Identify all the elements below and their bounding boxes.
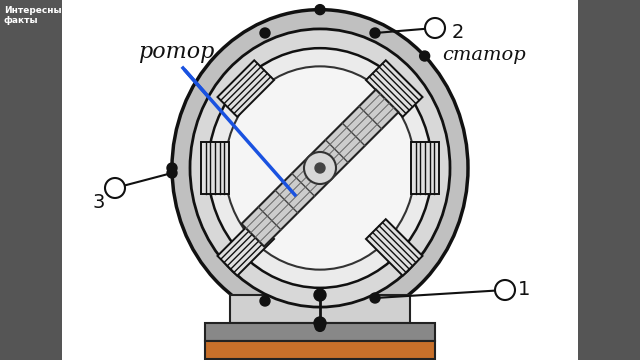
Circle shape	[314, 317, 326, 329]
Polygon shape	[411, 142, 439, 194]
Circle shape	[167, 168, 177, 178]
Polygon shape	[218, 219, 274, 276]
Polygon shape	[201, 142, 229, 194]
Circle shape	[260, 296, 270, 306]
Circle shape	[314, 289, 326, 301]
Bar	[205, 323, 435, 341]
Polygon shape	[366, 60, 422, 117]
Bar	[0, 0, 62, 360]
Text: 1: 1	[518, 280, 531, 299]
Circle shape	[105, 178, 125, 198]
Polygon shape	[218, 60, 274, 117]
Circle shape	[315, 321, 325, 331]
Polygon shape	[366, 219, 422, 276]
Text: статор: статор	[442, 46, 525, 64]
Circle shape	[370, 28, 380, 38]
Circle shape	[370, 293, 380, 303]
Circle shape	[167, 163, 177, 173]
Circle shape	[495, 280, 515, 300]
Text: 2: 2	[452, 23, 465, 42]
Ellipse shape	[190, 29, 450, 307]
Ellipse shape	[225, 66, 415, 270]
Circle shape	[260, 28, 270, 38]
Text: Интересные
факты: Интересные факты	[4, 6, 68, 26]
Circle shape	[315, 5, 325, 15]
Bar	[205, 341, 435, 359]
Ellipse shape	[172, 10, 468, 327]
Text: 3: 3	[92, 193, 104, 212]
Bar	[230, 295, 410, 323]
Circle shape	[420, 51, 429, 61]
Circle shape	[304, 152, 336, 184]
Text: ротор: ротор	[138, 41, 214, 63]
Bar	[578, 0, 640, 360]
Circle shape	[425, 18, 445, 38]
Circle shape	[315, 163, 325, 173]
Polygon shape	[241, 90, 399, 247]
Ellipse shape	[208, 48, 432, 288]
